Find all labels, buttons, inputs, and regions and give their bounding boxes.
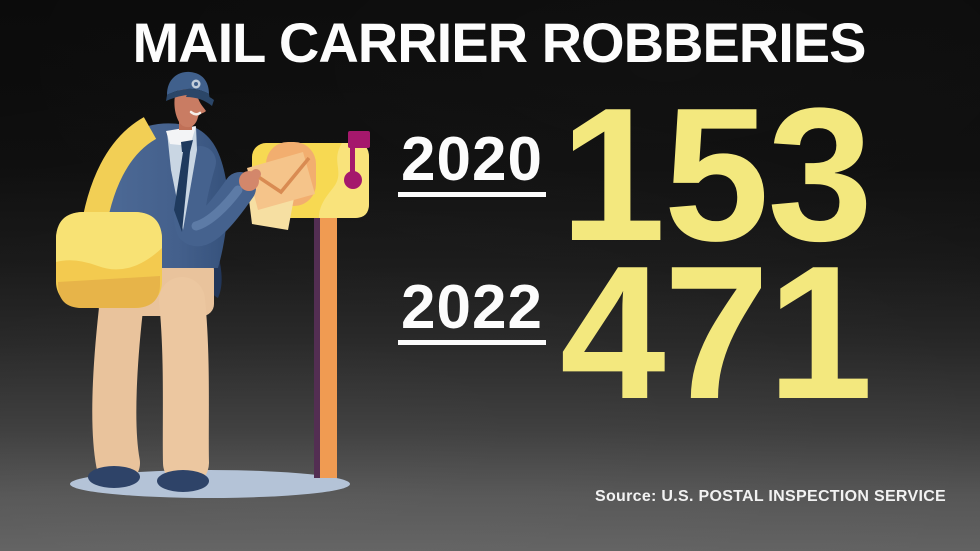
year-label-2022: 2022 [398, 277, 546, 345]
mailbox-post [314, 216, 337, 478]
carrier-shoes [88, 466, 209, 492]
year-label-2020: 2020 [398, 129, 546, 197]
carrier-tie [174, 140, 193, 232]
carrier-head [174, 88, 206, 130]
carrier-cap-icon [166, 71, 214, 106]
page-title: MAIL CARRIER ROBBERIES [132, 11, 866, 74]
value-2022: 471 [560, 227, 873, 439]
mail-carrier-illustration [56, 71, 370, 498]
carrier-hand [239, 169, 261, 191]
mailbox-icon [247, 131, 370, 230]
source-attribution: Source: U.S. POSTAL INSPECTION SERVICE [595, 488, 947, 505]
mail-carrier-figure [56, 71, 261, 492]
mailbox-flag-icon [344, 131, 370, 189]
value-2020: 153 [560, 69, 873, 281]
envelope-icon [247, 152, 315, 210]
mail-bag-icon [56, 212, 162, 308]
